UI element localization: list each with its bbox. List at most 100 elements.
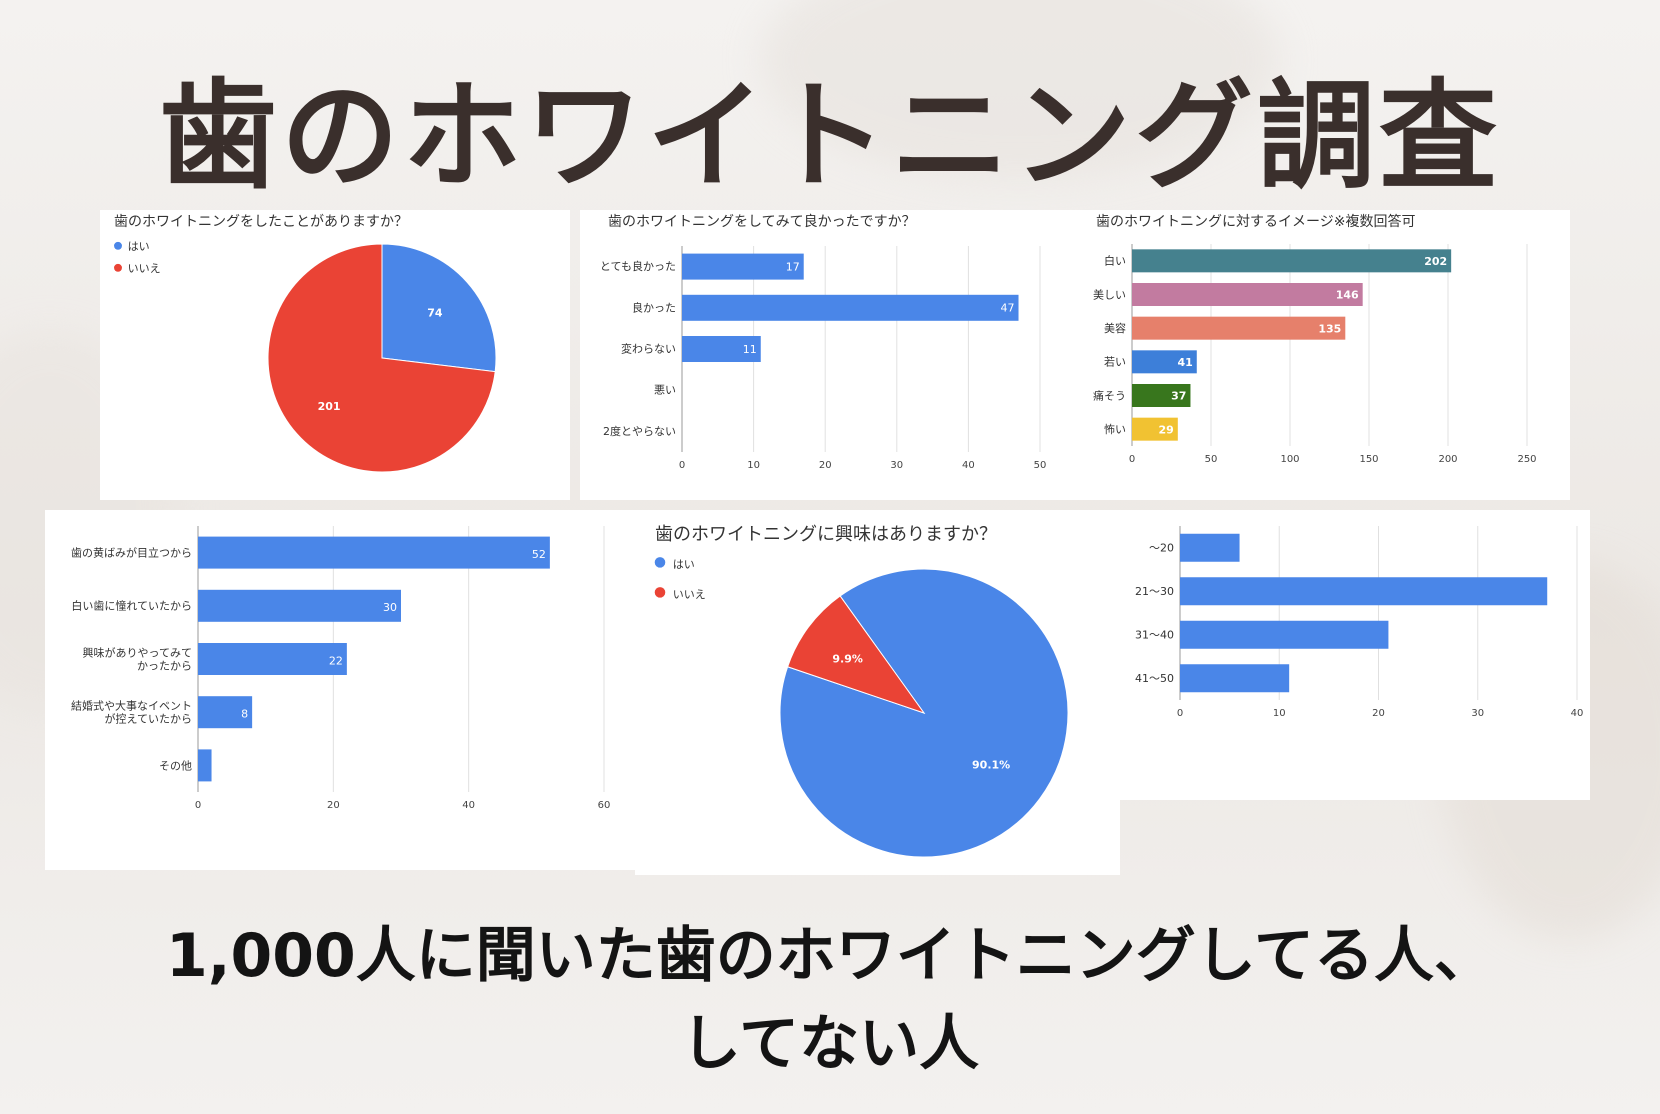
bar-value-label-4: 37 [1171,390,1186,403]
category-label-0: ～20 [1149,541,1174,554]
category-label-0: 歯の黄ばみが目立つから [71,545,192,559]
pie-label-0: 74 [427,306,443,319]
bar-value-label-1: 146 [1336,289,1359,302]
category-label-3-1: が控えていたから [105,712,192,726]
category-label-1: 21～30 [1135,585,1174,598]
bar-4 [198,749,212,782]
legend-label-1: いいえ [673,588,706,601]
chart-image: 歯のホワイトニングに対するイメージ※複数回答可 0 50 100 150 200 250 白い… [1093,213,1537,465]
bar-value-label-0: 202 [1424,255,1447,268]
pie-slice-1 [267,243,496,473]
x-tick-label-4: 200 [1438,454,1457,465]
category-label-3: 若い [1104,356,1126,369]
bar-value-label-5: 29 [1159,423,1174,436]
category-label-3: 悪い [654,384,676,397]
chart-title: 歯のホワイトニングに対するイメージ※複数回答可 [1096,213,1415,230]
bar-value-label-3: 0 [694,384,701,397]
bar-value-label-1: 30 [383,601,397,614]
bar-2 [198,643,347,675]
category-label-4: その他 [159,759,192,772]
bar-value-label-4: 0 [694,425,701,438]
bar-value-label-2: 135 [1318,322,1341,335]
chart-satisfaction: 歯のホワイトニングをしてみて良かったですか？ 0 10 20 30 40 50 とても良かった… [600,214,1047,471]
x-tick-label-2: 100 [1280,454,1299,465]
category-label-2: 美容 [1104,321,1126,335]
bar-0 [1132,249,1452,273]
x-tick-label-2: 20 [819,460,832,471]
x-tick-label-5: 50 [1034,460,1047,471]
bar-4 [1132,384,1191,407]
chart-panel-satisfaction: 歯のホワイトニングをしてみて良かったですか？ 0 10 20 30 40 50 とても良かった… [580,210,1080,500]
bar-value-label-3: 41 [1177,356,1192,369]
pie-slice-1 [786,595,926,714]
category-label-1: 良かった [632,300,676,314]
bar-2 [682,336,761,362]
x-tick-label-1: 10 [747,460,760,471]
page-title: 歯のホワイトニング調査 [158,67,1501,205]
x-tick-label-3: 60 [598,800,611,811]
category-label-2-0: 興味がありやってみて [83,645,192,659]
pie-slice-0 [381,243,497,373]
x-tick-label-0: 0 [1177,708,1183,719]
category-label-2: 31～40 [1135,628,1174,641]
bar-1 [198,589,401,622]
category-label-0: とても良かった [600,259,676,273]
category-label-4: 2度とやらない [603,424,676,438]
category-label-4: 痛そう [1093,388,1126,402]
x-tick-label-3: 30 [890,460,903,471]
page-subtitle: 1,000人に聞いた歯のホワイトニングしてる人、 してない人 [0,912,1660,1088]
chart-panel-reason: 0 20 40 60 歯の黄ばみが目立つから 52 白い歯に憧れていたから 30 興味がありやっ… [45,510,635,870]
legend-label-0: はい [128,240,150,253]
x-tick-label-2: 40 [462,800,475,811]
chart-panel-experience: 歯のホワイトニングをしたことがありますか？ はい いいえ 74 201 [100,210,570,500]
pie-label-1: 201 [318,400,341,413]
chart-age: 0 10 20 30 40 ～20 21～30 31～40 41～50 [1135,526,1584,719]
category-label-3-0: 結婚式や大事なイベント [71,699,192,713]
bar-value-label-4: 2 [224,761,231,774]
category-label-2: 変わらない [621,342,676,356]
chart-title: 歯のホワイトニングに興味はありますか？ [655,524,997,545]
bar-3 [1180,664,1290,693]
legend-marker-1 [114,263,122,272]
chart-title: 歯のホワイトニングをしてみて良かったですか？ [608,214,916,230]
bar-value-label-2: 22 [329,654,343,667]
legend-marker-0 [114,241,122,250]
x-tick-label-4: 40 [962,460,975,471]
x-tick-label-1: 50 [1205,454,1218,465]
chart-reason: 0 20 40 60 歯の黄ばみが目立つから 52 白い歯に憧れていたから 30 興味がありやっ… [71,526,611,811]
bar-0 [1180,533,1240,562]
subtitle-line-1: 1,000人に聞いた歯のホワイトニングしてる人、 [166,921,1494,991]
pie-label-1: 9.9% [832,652,863,665]
bar-value-label-2: 11 [743,343,757,356]
chart-panel-age: 0 10 20 30 40 ～20 21～30 31～40 41～50 [1120,510,1590,800]
bar-3 [198,696,253,729]
category-label-1: 白い歯に憧れていたから [71,599,192,613]
pie-label-0: 90.1% [972,759,1010,772]
bar-3 [1132,350,1197,374]
legend-marker-0 [654,557,666,568]
x-tick-label-4: 40 [1571,708,1584,719]
legend-label-1: いいえ [128,262,161,275]
x-tick-label-5: 250 [1517,454,1536,465]
bar-1 [1180,577,1548,606]
x-tick-label-1: 10 [1273,708,1286,719]
category-label-0: 白い [1104,254,1126,268]
legend-label-0: はい [673,558,695,571]
bar-value-label-3: 8 [241,708,248,721]
bar-value-label-0: 17 [786,260,800,273]
category-label-3: 41～50 [1135,672,1174,685]
x-tick-label-3: 30 [1471,708,1484,719]
bar-2 [1180,620,1389,649]
bar-1 [682,294,1019,321]
bar-0 [198,536,550,569]
bar-5 [1132,417,1178,441]
bar-value-label-0: 52 [532,548,546,561]
bar-2 [1132,316,1346,340]
chart-panel-image: 歯のホワイトニングに対するイメージ※複数回答可 0 50 100 150 200 250 白い… [1080,210,1570,500]
x-tick-label-1: 20 [327,800,340,811]
x-tick-label-0: 0 [679,460,685,471]
x-tick-label-0: 0 [1129,454,1135,465]
bar-1 [1132,283,1363,306]
